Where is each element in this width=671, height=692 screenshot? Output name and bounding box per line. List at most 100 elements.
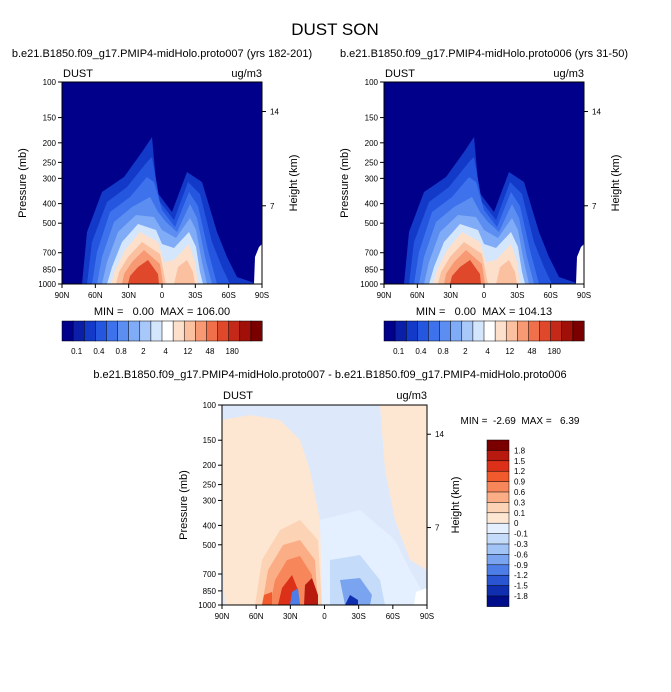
colorbar-swatch [161,320,174,342]
colorbar-swatch [494,320,507,342]
ytick-label: 850 [365,266,379,275]
y2tick-label: 7 [270,202,275,211]
panel-1-title: b.e21.B1850.f09_g17.PMIP4-midHolo.proto0… [12,48,312,60]
colorbar-swatch [117,320,130,342]
panel-1-corner-right: ug/m3 [231,68,262,80]
ytick-label: 500 [365,219,379,228]
xtick-label: 30S [188,291,202,300]
ytick-label: 400 [43,200,57,209]
colorbar-swatch [517,320,529,342]
colorbar-swatch [486,470,510,483]
colorbar-label: 12 [183,347,192,356]
colorbar-swatch [405,320,418,342]
panel-2-stats: MIN = 0.00 MAX = 104.13 [416,306,552,318]
colorbar-label: 2 [141,347,146,356]
colorbar-swatch [150,320,163,342]
colorbar-label: 4 [163,347,168,356]
colorbar-swatch [195,320,207,342]
colorbar-label: 0.9 [514,478,526,487]
ytick-label: 200 [203,461,217,470]
colorbar-label: 0.6 [514,488,526,497]
ytick-label: 300 [43,174,57,183]
colorbar-label: 1.5 [514,457,526,466]
diff-ylabel: Pressure (mb) [178,470,190,540]
panel-2: b.e21.B1850.f09_g17.PMIP4-midHolo.proto0… [339,48,628,356]
panel-1-stats: MIN = 0.00 MAX = 106.00 [94,306,230,318]
contour-level [128,260,159,284]
contour-level [380,405,427,570]
y2tick-label: 14 [592,108,601,117]
colorbar-label: 0.4 [93,347,105,356]
colorbar-swatch [528,320,541,342]
ytick-label: 200 [365,139,379,148]
contour-level [290,588,300,605]
panel-1-y2label: Height (km) [288,155,300,212]
xtick-label: 90N [215,612,230,621]
panel-1-corner-left: DUST [63,68,93,80]
ytick-label: 1000 [38,280,56,289]
diff-stats: MIN = -2.69 MAX = 6.39 [461,416,580,427]
colorbar-swatch [486,460,510,472]
colorbar-swatch [486,522,510,535]
colorbar-swatch [550,320,563,342]
colorbar-swatch [106,320,119,342]
ytick-label: 250 [365,158,379,167]
colorbar-swatch [486,439,510,451]
xtick-label: 90S [255,291,269,300]
xtick-label: 60S [544,291,558,300]
colorbar-swatch [417,320,429,342]
contour-level [340,578,372,605]
colorbar-swatch [206,320,219,342]
colorbar-label: -0.1 [514,530,528,539]
colorbar-swatch [83,320,96,342]
xtick-label: 30S [352,612,366,621]
panel-2-ylabel: Pressure (mb) [339,148,351,218]
colorbar-label: -0.6 [514,550,528,559]
colorbar-label: 48 [528,347,537,356]
colorbar-swatch [450,320,463,342]
panel-1-field [62,82,262,284]
y2tick-label: 14 [270,108,279,117]
diff-field [222,405,427,605]
panel-2-y2label: Height (km) [610,155,622,212]
colorbar-swatch [561,320,574,342]
ytick-label: 100 [43,78,57,87]
contour-level [174,260,195,284]
contour-level [304,578,318,605]
colorbar-swatch [486,533,510,545]
ytick-label: 1000 [198,601,216,610]
colorbar-label: 1.8 [514,446,526,455]
xtick-label: 90S [577,291,591,300]
xtick-label: 60N [88,291,103,300]
colorbar-swatch [486,554,510,566]
colorbar-label: 0.1 [393,347,405,356]
ytick-label: 100 [365,78,379,87]
colorbar-swatch [95,320,107,342]
xtick-label: 90N [377,291,392,300]
ytick-label: 250 [203,481,217,490]
xtick-label: 60S [386,612,400,621]
xtick-label: 60N [410,291,425,300]
ytick-label: 400 [365,200,379,209]
colorbar-label: -0.9 [514,561,528,570]
colorbar-swatch [383,320,396,342]
colorbar-swatch [483,320,496,342]
colorbar-label: 0 [514,519,519,528]
colorbar-swatch [228,320,241,342]
colorbar-label: 180 [226,347,240,356]
colorbar-label: 4 [485,347,490,356]
colorbar-label: -0.3 [514,540,528,549]
figure-title: DUST SON [291,20,379,39]
colorbar-swatch [139,320,152,342]
colorbar-swatch [486,512,510,524]
ytick-label: 850 [43,266,57,275]
surface-mask [414,588,427,605]
colorbar-label: -1.2 [514,571,528,580]
ytick-label: 1000 [360,280,378,289]
xtick-label: 30N [121,291,136,300]
contour-level [496,260,517,284]
xtick-label: 30N [283,612,298,621]
xtick-label: 0 [160,291,165,300]
xtick-label: 30N [443,291,458,300]
